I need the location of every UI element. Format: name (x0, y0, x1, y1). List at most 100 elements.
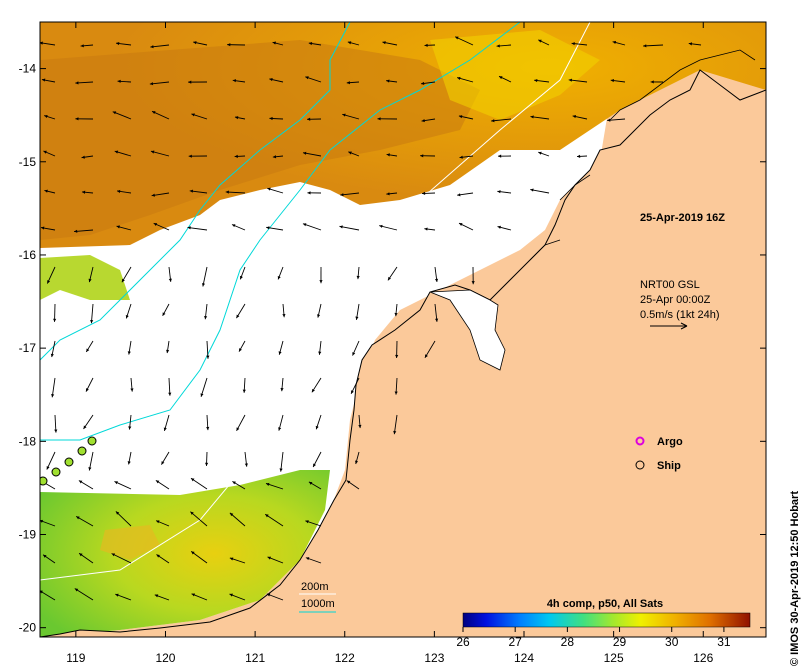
lat-tick-label: -18 (19, 434, 37, 448)
current-arrow-head (282, 314, 286, 318)
current-arrow-head (568, 78, 573, 82)
current-arrow-head (435, 318, 439, 322)
colorbar-gradient (462, 612, 751, 628)
current-arrow-head (347, 41, 352, 45)
current-arrow-head (130, 388, 134, 392)
current-arrow-head (206, 426, 210, 431)
current-source-line3: 0.5m/s (1kt 24h) (640, 309, 719, 321)
current-arrow-head (86, 348, 90, 352)
current-arrow-head (358, 424, 362, 429)
current-arrow-head (458, 115, 463, 119)
ship-track-point (40, 476, 48, 486)
contour-legend: 200m 1000m (299, 581, 336, 613)
current-arrow-head (225, 190, 229, 194)
current-arrow-head (308, 41, 313, 46)
current-arrow-head (421, 191, 426, 195)
current-arrow-head (242, 389, 246, 393)
current-arrow-head (272, 155, 277, 159)
colorbar-tick-label: 28 (561, 635, 575, 649)
current-arrow-head (269, 78, 273, 82)
current-arrow-head (190, 478, 195, 482)
current-arrow-head (166, 349, 170, 354)
current-arrow-head (315, 425, 319, 430)
current-arrow-head (116, 41, 120, 46)
current-arrow-head (149, 82, 154, 86)
colorbar-tick-label: 31 (717, 635, 731, 649)
current-arrow (190, 511, 208, 527)
current-arrow-head (302, 151, 307, 155)
current-arrow-head (610, 79, 615, 83)
current-arrow-head (206, 355, 210, 359)
current-arrow-head (201, 283, 206, 287)
current-arrow-head (191, 593, 196, 597)
colorbar-tick-label: 26 (456, 635, 470, 649)
current-arrow-head (346, 81, 351, 85)
current-arrow-head (80, 44, 84, 48)
current-arrow-head (114, 150, 119, 154)
current-arrow-head (40, 590, 43, 594)
current-arrow-head (81, 190, 86, 194)
current-arrow-head (538, 39, 542, 43)
current-arrow-head (377, 117, 381, 121)
current-arrow (187, 226, 208, 231)
current-arrow-head (538, 151, 542, 155)
current-arrow-head (279, 468, 283, 472)
argo-marker-icon (635, 436, 645, 446)
current-arrow-head (491, 119, 495, 123)
current-arrow (229, 512, 246, 527)
current-arrow-head (78, 480, 83, 484)
current-arrow (643, 44, 664, 47)
current-arrow-head (74, 588, 79, 592)
current-arrow-head (53, 318, 57, 322)
contour-200m-label: 200m (301, 581, 329, 593)
current-arrow-head (457, 193, 461, 197)
current-arrow-head (311, 388, 315, 393)
sst-north-bright (430, 30, 600, 120)
current-arrow-head (386, 79, 390, 83)
current-arrow-head (356, 275, 360, 280)
longitude-axis: 119 120 121 122 123 124 125 126 (66, 22, 714, 665)
current-arrow-head (650, 80, 654, 84)
current-arrow-head (190, 511, 194, 515)
lat-tick-label: -16 (19, 248, 37, 262)
current-arrow-head (229, 557, 234, 561)
current-arrow-head (114, 481, 118, 485)
current-arrow-head (79, 553, 83, 557)
current-arrow-head (187, 226, 191, 230)
current-arrow-head (162, 312, 166, 316)
current-arrow-head (351, 390, 354, 394)
sst-west-green (40, 255, 130, 300)
current-arrow-head (151, 193, 155, 197)
lat-tick-label: -14 (19, 62, 37, 76)
current-arrow-head (116, 189, 121, 193)
current-arrow-head (90, 319, 94, 324)
current-arrow-head (231, 224, 236, 228)
latitude-axis: -14 -15 -16 -17 -18 -19 -20 (19, 62, 766, 635)
current-arrow (190, 550, 208, 564)
current-arrow (115, 511, 132, 527)
current-arrow-head (265, 482, 270, 486)
current-arrow-head (86, 388, 89, 392)
current-arrow (491, 118, 512, 122)
current-arrow-head (127, 351, 131, 355)
current-arrow-head (163, 427, 167, 431)
current-arrow-head (497, 225, 501, 229)
current-arrow-head (277, 275, 281, 280)
timestamp-label: 25-Apr-2019 16Z (640, 212, 725, 224)
current-arrow-head (420, 154, 424, 158)
current-arrow-head (424, 354, 428, 358)
current-arrow-head (200, 393, 204, 397)
current-arrow-head (278, 351, 282, 355)
lon-tick-label: 119 (66, 651, 85, 665)
current-arrow-head (81, 155, 85, 159)
current-arrow (90, 303, 94, 324)
lon-tick-label: 121 (245, 651, 265, 665)
current-arrow-head (319, 280, 323, 284)
contour-1000m-label: 1000m (301, 598, 335, 610)
current-arrow-head (229, 593, 233, 597)
colorbar-title: 4h comp, p50, All Sats (547, 598, 663, 610)
current-arrow-head (161, 461, 165, 465)
current-arrow (88, 451, 94, 471)
current-arrow-head (386, 192, 390, 196)
argo-legend: Argo (635, 436, 683, 448)
